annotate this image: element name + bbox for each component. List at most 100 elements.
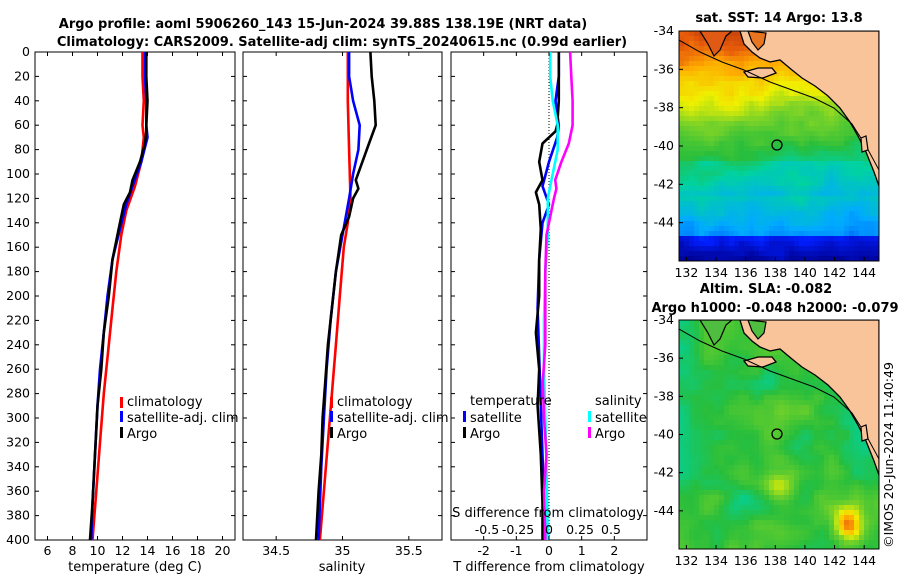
heatmap-cell <box>719 405 725 411</box>
heatmap-cell <box>864 226 870 232</box>
heatmap-cell <box>784 410 790 416</box>
heatmap-cell <box>679 141 685 147</box>
heatmap-cell <box>709 375 715 381</box>
map-x-tick-label: 140 <box>793 265 817 280</box>
heatmap-cell <box>724 136 730 142</box>
heatmap-cell <box>699 161 705 167</box>
heatmap-cell <box>859 440 865 446</box>
heatmap-cell <box>679 440 685 446</box>
heatmap-cell <box>759 370 765 376</box>
heatmap-cell <box>719 51 725 57</box>
heatmap-cell <box>689 56 695 62</box>
heatmap-cell <box>854 495 860 501</box>
kangaroo-island <box>742 67 778 79</box>
heatmap-cell <box>799 425 805 431</box>
heatmap-cell <box>774 350 780 356</box>
heatmap-cell <box>834 405 840 411</box>
heatmap-cell <box>834 231 840 237</box>
heatmap-cell <box>794 385 800 391</box>
heatmap-cell <box>754 226 760 232</box>
heatmap-cell <box>679 505 685 511</box>
x-tick-label: 34.5 <box>262 543 290 558</box>
heatmap-cell <box>804 375 810 381</box>
heatmap-cell <box>814 425 820 431</box>
heatmap-cell <box>794 101 800 107</box>
heatmap-cell <box>854 141 860 147</box>
heatmap-cell <box>764 535 770 541</box>
heatmap-cell <box>809 495 815 501</box>
heatmap-cell <box>699 415 705 421</box>
heatmap-cell <box>759 191 765 197</box>
heatmap-cell <box>794 246 800 252</box>
heatmap-cell <box>759 385 765 391</box>
heatmap-cell <box>714 410 720 416</box>
heatmap-cell <box>829 425 835 431</box>
heatmap-cell <box>844 460 850 466</box>
heatmap-cell <box>824 490 830 496</box>
heatmap-cell <box>784 515 790 521</box>
heatmap-cell <box>789 475 795 481</box>
heatmap-cell <box>679 510 685 516</box>
heatmap-cell <box>839 131 845 137</box>
heatmap-cell <box>844 540 850 546</box>
y-tick-label: 360 <box>6 483 30 498</box>
heatmap-cell <box>679 226 685 232</box>
heatmap-cell <box>799 201 805 207</box>
argo-position-marker <box>771 428 783 440</box>
heatmap-cell <box>799 161 805 167</box>
heatmap-cell <box>729 395 735 401</box>
heatmap-cell <box>839 525 845 531</box>
heatmap-cell <box>789 435 795 441</box>
heatmap-cell <box>679 111 685 117</box>
heatmap-cell <box>764 545 770 549</box>
heatmap-cell <box>719 191 725 197</box>
heatmap-cell <box>744 216 750 222</box>
heatmap-cell <box>714 460 720 466</box>
heatmap-cell <box>874 251 879 257</box>
heatmap-cell <box>684 56 690 62</box>
heatmap-cell <box>859 480 865 486</box>
heatmap-cell <box>799 191 805 197</box>
heatmap-cell <box>849 216 855 222</box>
heatmap-cell <box>849 246 855 252</box>
heatmap-cell <box>834 460 840 466</box>
heatmap-cell <box>739 435 745 441</box>
heatmap-cell <box>839 151 845 157</box>
heatmap-cell <box>794 166 800 172</box>
heatmap-cell <box>689 146 695 152</box>
heatmap-cell <box>684 450 690 456</box>
heatmap-cell <box>844 146 850 152</box>
heatmap-cell <box>804 465 810 471</box>
heatmap-cell <box>779 415 785 421</box>
heatmap-cell <box>819 106 825 112</box>
heatmap-cell <box>684 415 690 421</box>
heatmap-cell <box>684 91 690 97</box>
heatmap-cell <box>699 116 705 122</box>
heatmap-cell <box>784 475 790 481</box>
heatmap-cell <box>689 36 695 42</box>
heatmap-cell <box>764 430 770 436</box>
heatmap-cell <box>869 186 875 192</box>
heatmap-cell <box>699 520 705 526</box>
heatmap-cell <box>759 96 765 102</box>
heatmap-cell <box>709 475 715 481</box>
heatmap-cell <box>809 206 815 212</box>
heatmap-cell <box>704 475 710 481</box>
heatmap-cell <box>724 151 730 157</box>
heatmap-cell <box>744 500 750 506</box>
heatmap-cell <box>734 61 740 67</box>
heatmap-cell <box>809 500 815 506</box>
heatmap-cell <box>849 196 855 202</box>
heatmap-cell <box>704 470 710 476</box>
heatmap-cell <box>694 520 700 526</box>
heatmap-cell <box>799 186 805 192</box>
heatmap-cell <box>749 96 755 102</box>
heatmap-cell <box>804 116 810 122</box>
heatmap-cell <box>764 540 770 546</box>
heatmap-cell <box>699 390 705 396</box>
heatmap-cell <box>829 151 835 157</box>
heatmap-cell <box>764 196 770 202</box>
heatmap-cell <box>794 380 800 386</box>
heatmap-cell <box>699 36 705 42</box>
heatmap-cell <box>699 146 705 152</box>
